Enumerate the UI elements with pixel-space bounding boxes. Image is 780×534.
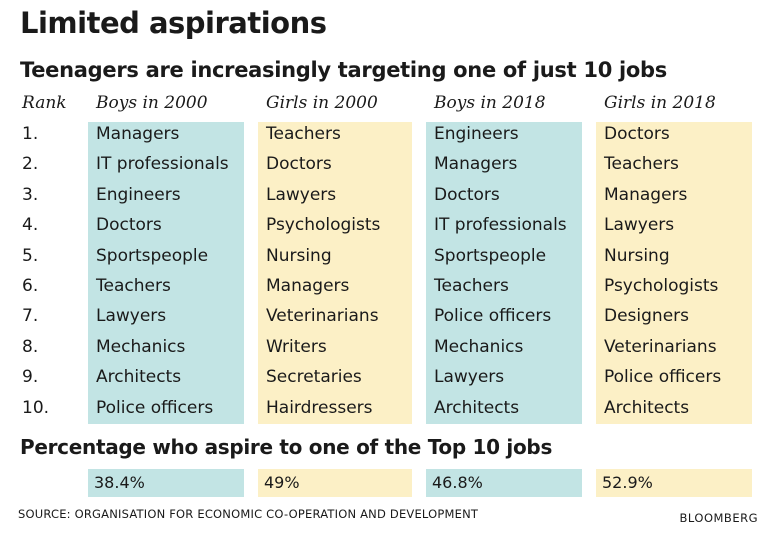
chart-subtitle: Teenagers are increasingly targeting one… [20,58,667,82]
column-background-girls-2018 [596,122,752,424]
percentage-background-girls-2018 [596,469,752,497]
job-boys-2000-rank-6: Teachers [96,276,171,296]
column-header-girls-2000: Girls in 2000 [266,93,378,113]
percentage-background-boys-2000 [88,469,244,497]
job-girls-2018-rank-9: Police officers [604,367,722,388]
job-girls-2000-rank-10: Hairdressers [266,397,373,418]
job-boys-2000-rank-1: Managers [96,124,180,144]
job-girls-2018-rank-1: Doctors [604,124,670,144]
job-boys-2018-rank-6: Teachers [434,276,509,296]
job-boys-2000-rank-8: Mechanics [96,336,186,357]
job-boys-2018-rank-1: Engineers [434,124,519,144]
percentage-background-boys-2018 [426,469,582,497]
job-girls-2018-rank-2: Teachers [604,154,679,175]
job-girls-2018-rank-4: Lawyers [604,215,675,236]
job-girls-2000-rank-4: Psychologists [266,215,381,236]
percentage-girls-2000: 49% [264,473,300,492]
rank-label-9: 9. [22,367,39,388]
job-girls-2018-rank-10: Architects [604,397,690,418]
job-girls-2000-rank-2: Doctors [266,154,332,175]
percentage-boys-2018: 46.8% [432,473,483,492]
job-boys-2000-rank-9: Architects [96,367,182,388]
percentage-background-girls-2000 [258,469,412,497]
rank-label-5: 5. [22,245,39,266]
job-boys-2018-rank-9: Lawyers [434,367,505,388]
column-header-girls-2018: Girls in 2018 [604,93,716,113]
job-girls-2000-rank-3: Lawyers [266,184,337,205]
job-boys-2018-rank-8: Mechanics [434,336,524,357]
column-background-boys-2000 [88,122,244,424]
job-boys-2000-rank-2: IT professionals [96,154,229,175]
percentage-girls-2018: 52.9% [602,473,653,492]
job-girls-2000-rank-8: Writers [266,336,327,357]
percentage-heading: Percentage who aspire to one of the Top … [20,435,553,459]
chart-title: Limited aspirations [20,6,327,40]
job-girls-2000-rank-9: Secretaries [266,367,362,388]
rank-label-6: 6. [22,276,39,296]
job-girls-2018-rank-5: Nursing [604,245,670,266]
job-boys-2000-rank-10: Police officers [96,397,214,418]
rank-label-4: 4. [22,215,39,236]
job-girls-2018-rank-3: Managers [604,184,688,205]
job-boys-2018-rank-4: IT professionals [434,215,567,236]
column-background-boys-2018 [426,122,582,424]
job-girls-2000-rank-1: Teachers [266,124,341,144]
job-boys-2000-rank-7: Lawyers [96,306,167,327]
job-girls-2000-rank-5: Nursing [266,245,332,266]
rank-label-10: 10. [22,397,50,418]
job-boys-2018-rank-5: Sportspeople [434,245,547,266]
job-boys-2018-rank-7: Police officers [434,306,552,327]
percentage-boys-2000: 38.4% [94,473,145,492]
job-boys-2018-rank-2: Managers [434,154,518,175]
column-header-boys-2018: Boys in 2018 [434,93,546,113]
job-boys-2000-rank-4: Doctors [96,215,162,236]
job-boys-2000-rank-3: Engineers [96,184,181,205]
job-girls-2000-rank-6: Managers [266,276,350,296]
brand-label: BLOOMBERG [679,511,758,525]
job-boys-2018-rank-3: Doctors [434,184,500,205]
job-girls-2018-rank-7: Designers [604,306,689,327]
job-boys-2018-rank-10: Architects [434,397,520,418]
rank-label-1: 1. [22,124,39,144]
rank-label-3: 3. [22,184,39,205]
job-girls-2018-rank-8: Veterinarians [604,336,717,357]
rank-header: Rank [22,93,67,113]
source-note: SOURCE: ORGANISATION FOR ECONOMIC CO-OPE… [18,507,479,521]
rank-label-7: 7. [22,306,39,327]
job-girls-2018-rank-6: Psychologists [604,276,719,296]
column-header-boys-2000: Boys in 2000 [96,93,208,113]
column-background-girls-2000 [258,122,412,424]
rank-label-8: 8. [22,336,39,357]
rank-label-2: 2. [22,154,39,175]
job-girls-2000-rank-7: Veterinarians [266,306,379,327]
job-boys-2000-rank-5: Sportspeople [96,245,209,266]
